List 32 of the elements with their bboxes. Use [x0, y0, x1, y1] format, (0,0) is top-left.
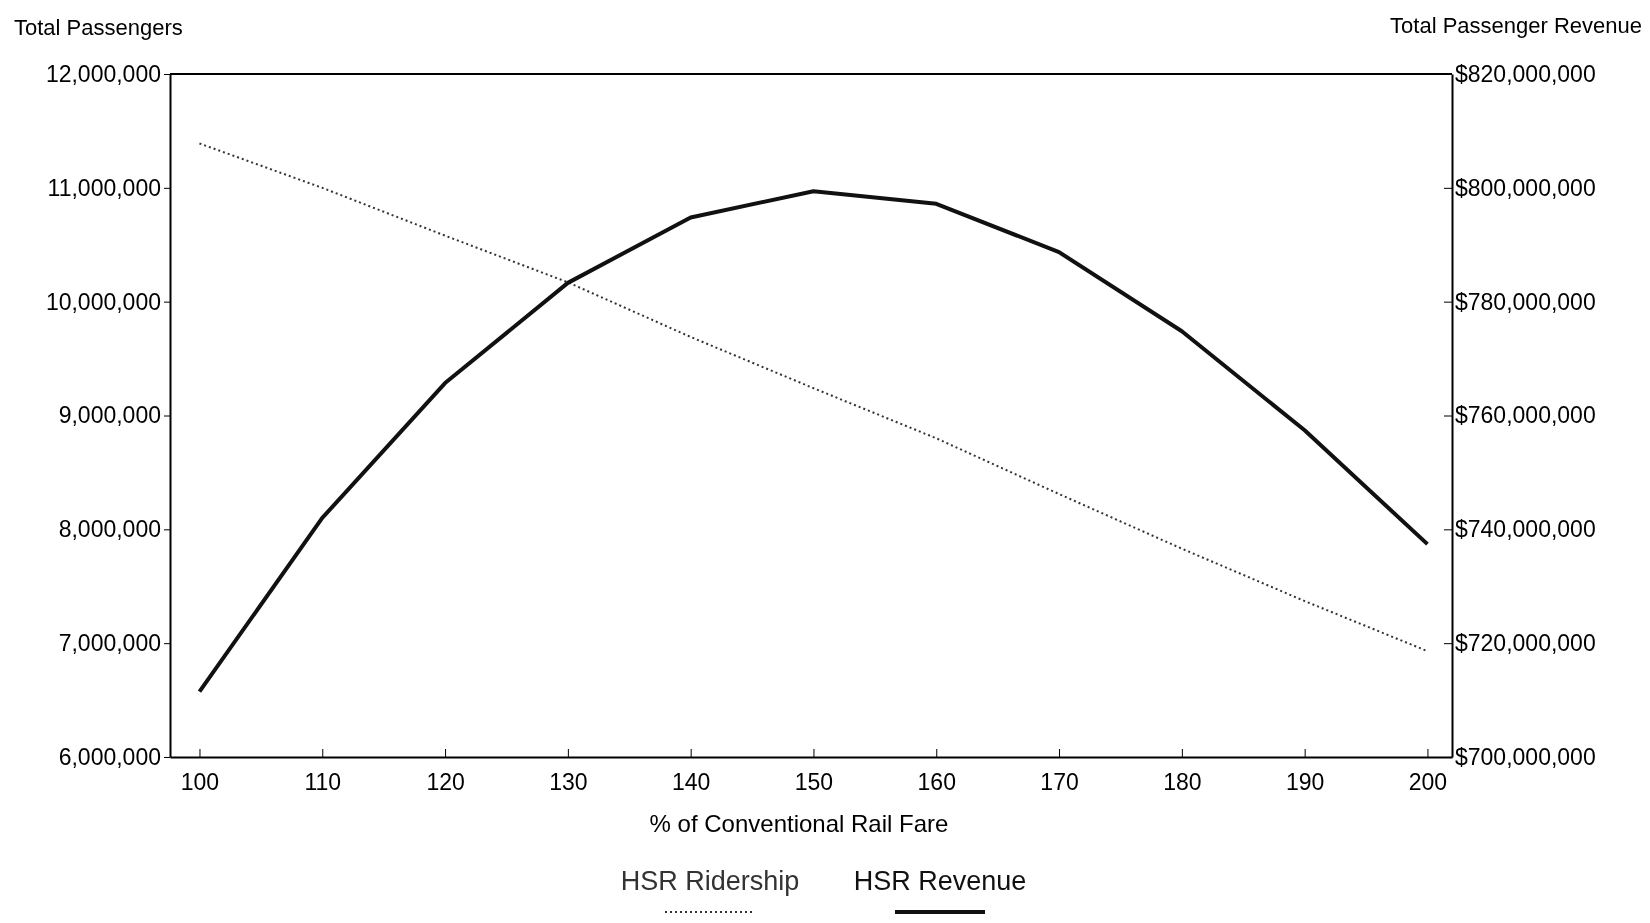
x-tick-label: 100: [180, 768, 220, 795]
x-tick-label: 110: [304, 768, 342, 795]
y2-tick-label: $720,000,000: [1455, 630, 1596, 657]
y2-tick-label: $700,000,000: [1455, 743, 1596, 770]
x-tick-label: 120: [426, 768, 465, 795]
x-tick-label: 200: [1408, 768, 1448, 795]
y-tick-label: 12,000,000: [45, 60, 161, 87]
y-tick-label: 7,000,000: [58, 630, 161, 657]
y2-tick-label: $800,000,000: [1455, 174, 1596, 201]
x-tick-label: 170: [1040, 768, 1079, 795]
y-tick-label: 8,000,000: [58, 516, 161, 543]
y2-axis-title: Total Passenger Revenue: [1390, 13, 1642, 38]
y-tick-label: 10,000,000: [45, 288, 161, 315]
x-tick-label: 190: [1285, 768, 1325, 795]
text: HSR Ridership: [620, 866, 800, 896]
x-tick-label: 160: [917, 768, 956, 795]
y2-tick-label: $780,000,000: [1455, 288, 1596, 315]
line-series: [197, 189, 1430, 694]
text: HSR Revenue: [853, 866, 1027, 896]
line-series: [198, 142, 1429, 653]
y2-tick-label: $760,000,000: [1455, 402, 1596, 429]
x-tick-label: 180: [1163, 768, 1202, 795]
x-axis-title: % of Conventional Rail Fare: [649, 810, 949, 837]
y-tick-label: 6,000,000: [58, 743, 161, 770]
x-tick-label: 130: [549, 768, 588, 795]
x-tick-label: 150: [794, 768, 834, 795]
x-tick-label: 140: [671, 768, 711, 795]
y2-tick-label: $740,000,000: [1455, 516, 1596, 543]
y-tick-label: 11,000,000: [47, 174, 161, 201]
y2-tick-label: $820,000,000: [1455, 60, 1596, 87]
y-axis-title: Total Passengers: [14, 15, 183, 40]
y-tick-label: 9,000,000: [58, 402, 161, 429]
